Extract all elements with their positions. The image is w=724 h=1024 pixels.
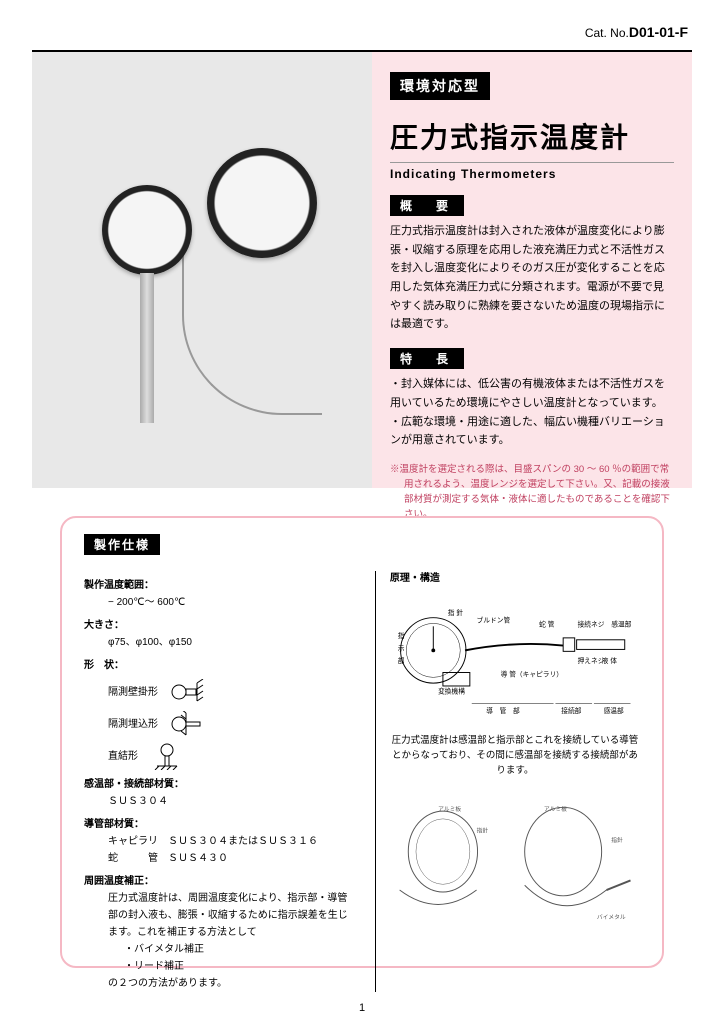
- shape-label: 形 状：: [84, 657, 351, 674]
- catalog-number: Cat. No.D01-01-F: [585, 24, 688, 40]
- spec-section: 製作仕様 製作温度範囲： − 200℃〜 600℃ 大きさ： φ75、φ100、…: [60, 516, 664, 968]
- spec-right-column: 原理・構造 指 針 ブルドン管 蛇 管 接続ネジ 感温部 液 体 押えネジ: [375, 571, 640, 992]
- size-label: 大きさ：: [84, 617, 351, 634]
- overview-label: 概 要: [390, 195, 464, 216]
- svg-text:アルミ板: アルミ板: [438, 805, 461, 813]
- principle-label: 原理・構造: [390, 571, 640, 587]
- sensor-label: 感温部・接続部材質：: [84, 776, 351, 793]
- part-label: 蛇 管: [539, 619, 555, 628]
- part-label: 接続ネジ: [577, 619, 604, 628]
- feature-item: ・封入媒体には、低公害の有機液体または不活性ガスを用いているため環境にやさしい温…: [390, 375, 674, 412]
- feature-item: ・広範な環境・用途に適した、幅広い機種バリエーションが用意されています。: [390, 413, 674, 450]
- product-images: [32, 52, 372, 488]
- assembly-diagram: アルミ板 指針 アルミ板 指針 バイメタル: [390, 791, 640, 941]
- part-label: 指: [398, 631, 405, 640]
- shape-row: 隔測埋込形: [108, 710, 351, 738]
- thermometer-gauge-small-icon: [102, 185, 192, 275]
- part-label: 押えネジ: [577, 656, 604, 665]
- features-list: ・封入媒体には、低公害の有機液体または不活性ガスを用いているため環境にやさしい温…: [390, 375, 674, 450]
- part-label: 指 針: [448, 608, 464, 617]
- shape-item: 直結形: [108, 748, 138, 765]
- structure-diagram: 指 針 ブルドン管 蛇 管 接続ネジ 感温部 液 体 押えネジ 指 示 部 変換…: [390, 595, 640, 725]
- svg-text:バイメタル: バイメタル: [597, 912, 626, 920]
- cat-no-value: D01-01-F: [629, 24, 688, 40]
- svg-text:指針: 指針: [476, 826, 488, 834]
- part-label: 感温部: [603, 706, 623, 715]
- panel-mount-icon: [168, 710, 206, 738]
- shape-row: 直結形: [108, 742, 351, 770]
- part-label: 接続部: [561, 706, 581, 715]
- spec-label: 製作仕様: [84, 534, 160, 555]
- tube-label: 導管部材質：: [84, 816, 351, 833]
- tube-line1: キャピラリ ＳＵＳ３０４またはＳＵＳ３１６: [84, 833, 351, 850]
- part-label: 感温部: [611, 619, 631, 628]
- size-value: φ75、φ100、φ150: [84, 634, 351, 651]
- thermometer-gauge-large-icon: [207, 148, 317, 258]
- wall-mount-icon: [168, 678, 206, 706]
- cat-no-prefix: Cat. No.: [585, 26, 629, 40]
- direct-mount-icon: [148, 742, 186, 770]
- part-label: 示: [398, 644, 405, 652]
- temp-range-value: − 200℃〜 600℃: [84, 594, 351, 611]
- info-panel: 環境対応型 圧力式指示温度計 Indicating Thermometers 概…: [372, 52, 692, 488]
- shape-item: 隔測埋込形: [108, 716, 158, 733]
- title-japanese: 圧力式指示温度計: [390, 116, 674, 163]
- part-label: 変換機構: [438, 687, 465, 696]
- features-label: 特 長: [390, 348, 464, 369]
- shape-item: 隔測壁掛形: [108, 684, 158, 701]
- overview-text: 圧力式指示温度計は封入された液体が温度変化により膨張・収縮する原理を応用した液充…: [390, 222, 674, 334]
- part-label: 導 管 部: [486, 706, 520, 715]
- product-image-panel: [32, 52, 372, 488]
- correction-text: 圧力式温度計は、周囲温度変化により、指示部・導管部の封入液も、膨張・収縮するため…: [84, 890, 351, 941]
- spec-left-column: 製作温度範囲： − 200℃〜 600℃ 大きさ： φ75、φ100、φ150 …: [84, 571, 351, 992]
- part-label: ブルドン管: [476, 615, 510, 624]
- correction-tail: の２つの方法があります。: [84, 975, 351, 992]
- tube-line2: 蛇 管 ＳＵＳ４３０: [84, 850, 351, 867]
- part-label: 導 管（キャピラリ）: [501, 669, 563, 678]
- sensor-value: ＳＵＳ３０４: [84, 793, 351, 810]
- svg-text:指針: 指針: [611, 836, 623, 844]
- env-badge: 環境対応型: [390, 72, 490, 100]
- page-number: 1: [359, 1002, 365, 1014]
- shape-row: 隔測壁掛形: [108, 678, 351, 706]
- correction-label: 周囲温度補正：: [84, 873, 351, 890]
- title-english: Indicating Thermometers: [390, 167, 674, 181]
- principle-caption: 圧力式温度計は感温部と指示部とこれを接続している導管とからなっており、その間に感…: [390, 733, 640, 779]
- selection-note: ※温度計を選定される際は、目盛スパンの 30 〜 60 ％の範囲で常用されるよう…: [390, 462, 674, 523]
- capillary-tube-icon: [182, 255, 322, 415]
- svg-text:アルミ板: アルミ板: [544, 805, 567, 813]
- part-label: 部: [398, 656, 405, 665]
- correction-method2: ・リード補正: [84, 958, 351, 975]
- correction-method1: ・バイメタル補正: [84, 941, 351, 958]
- temp-range-label: 製作温度範囲：: [84, 577, 351, 594]
